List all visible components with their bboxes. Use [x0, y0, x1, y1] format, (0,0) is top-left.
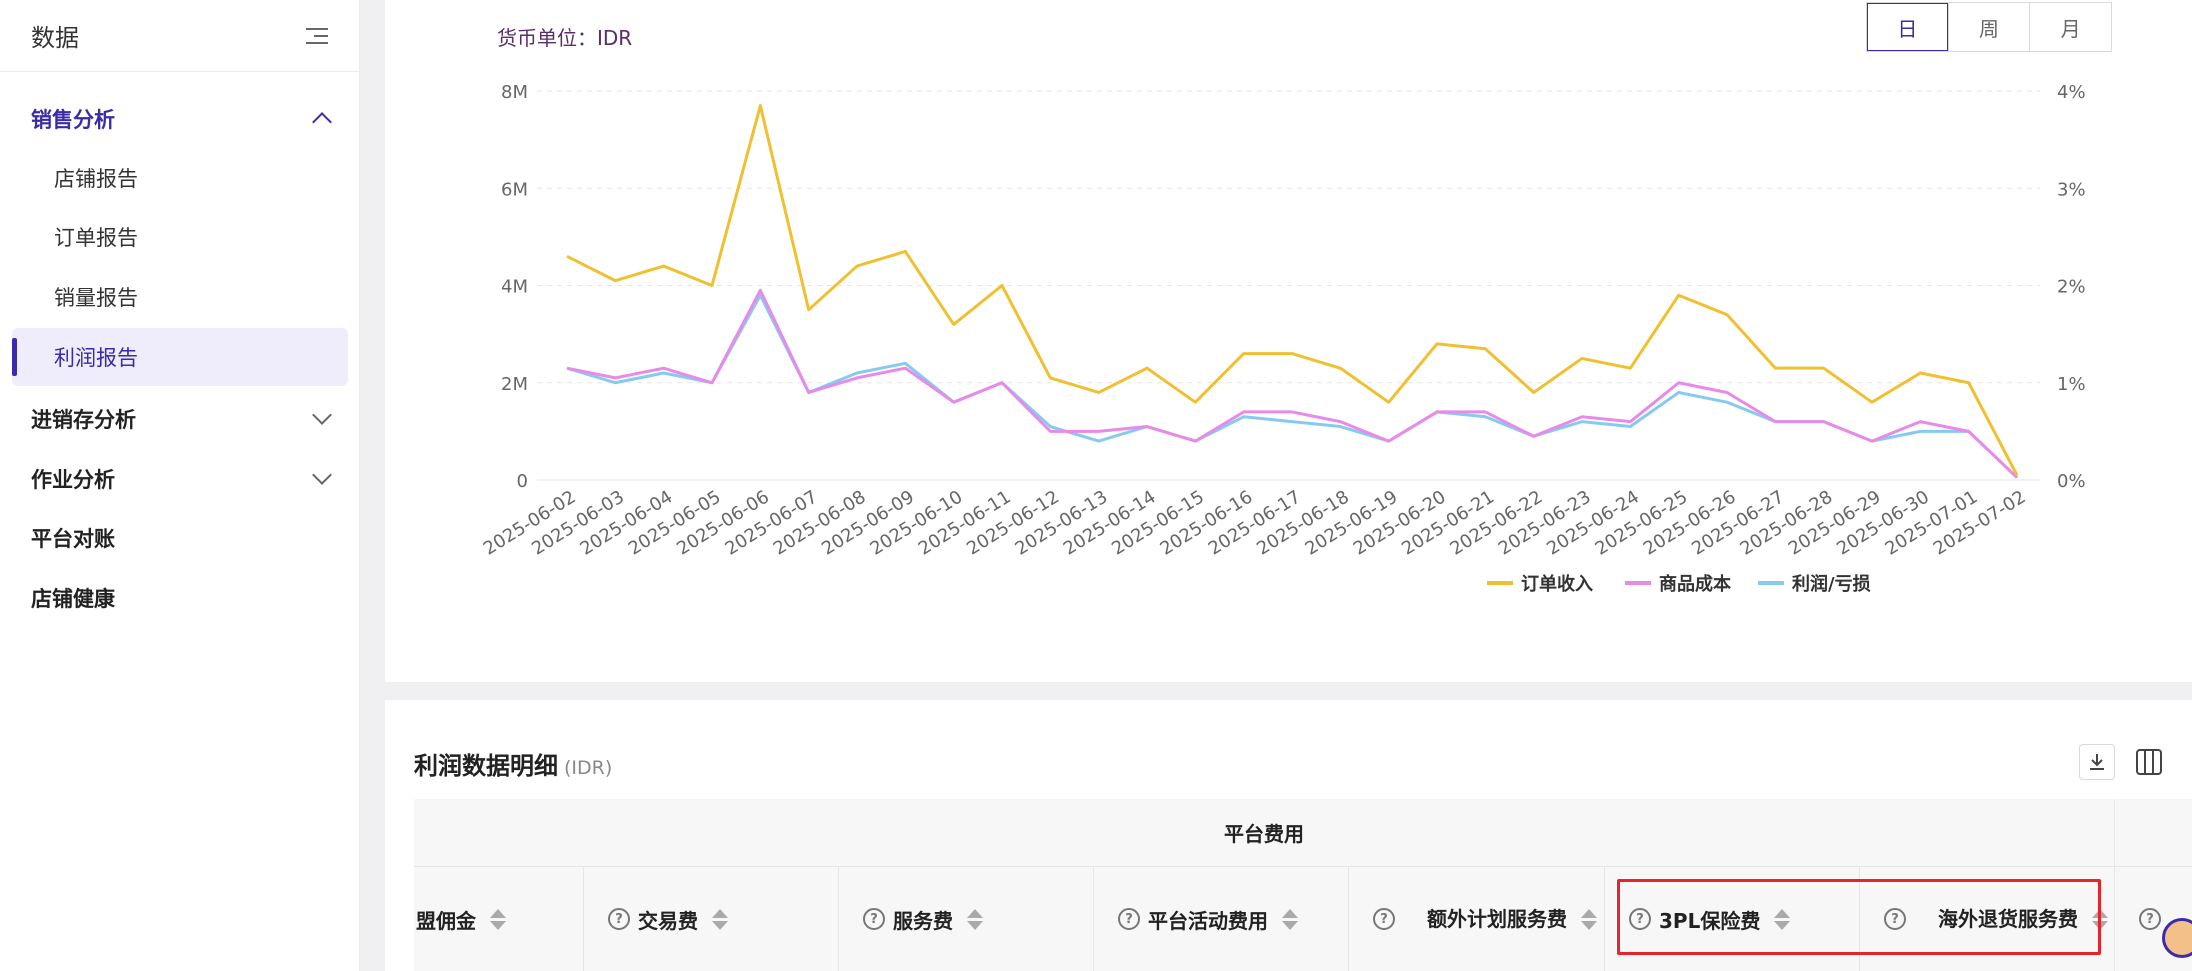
sidebar-group-label: 平台对账 [31, 527, 115, 551]
tab-week[interactable]: 周 [1947, 3, 2030, 51]
sidebar: 数据 销售分析 店铺报告 订单报告 销量报告 利润报告 进销存分析 作业分析 平… [0, 0, 360, 971]
legend-label: 商品成本 [1659, 573, 1731, 595]
help-icon[interactable]: ? [1629, 908, 1651, 930]
group-header-next [2115, 799, 2192, 867]
y-tick-label: 4M [501, 277, 528, 298]
series-line [566, 104, 2019, 476]
profit-table: 平台费用 盟佣金 ? 交易费 ? 服务费 ? 平台活动费用 ? 额外计划服务费 … [414, 799, 2192, 971]
download-icon [2090, 754, 2104, 770]
col-header-overseas-return-fee[interactable]: ? 海外退货服务费 [1860, 867, 2115, 971]
y2-tick-label: 4% [2057, 82, 2086, 103]
y-tick-label: 0 [517, 471, 528, 492]
profit-detail-card: 利润数据明细 (IDR) 平台费用 盟佣金 ? 交易费 ? 服务费 ? 平台活动费… [385, 700, 2192, 971]
sidebar-group-label: 销售分析 [31, 108, 115, 132]
sidebar-header: 数据 [0, 0, 359, 72]
col-header-3pl-insurance-fee[interactable]: ? 3PL保险费 [1605, 867, 1860, 971]
sidebar-item-volume-report[interactable]: 销量报告 [12, 268, 348, 326]
sidebar-item-label: 店铺报告 [54, 167, 138, 191]
col-header-label: 平台活动费用 [1148, 908, 1268, 933]
sidebar-item-label: 销量报告 [54, 286, 138, 310]
chart-card: 货币单位：IDR 日 周 月 0 0% 2M 1% 4M 2% 6M 3% 8M 4% 2025-0… [385, 0, 2192, 682]
sort-icon[interactable] [490, 908, 506, 930]
tab-month[interactable]: 月 [2029, 3, 2111, 51]
col-header-label: 交易费 [638, 908, 698, 933]
sort-icon[interactable] [712, 908, 728, 930]
sidebar-item-order-report[interactable]: 订单报告 [12, 208, 348, 266]
collapse-menu-icon[interactable] [302, 23, 328, 49]
col-header-label: 3PL保险费 [1659, 908, 1761, 933]
chevron-up-icon [312, 112, 332, 132]
sidebar-group-operation-analysis[interactable]: 作业分析 [0, 451, 360, 507]
col-header-service-fee[interactable]: ? 服务费 [839, 867, 1094, 971]
sidebar-group-platform-reconciliation[interactable]: 平台对账 [0, 510, 360, 566]
y-tick-label: 6M [501, 179, 528, 200]
chevron-down-icon [312, 405, 332, 425]
detail-unit: (IDR) [564, 757, 613, 779]
avatar[interactable] [2162, 918, 2192, 958]
help-icon[interactable]: ? [1373, 908, 1395, 930]
col-header-next[interactable]: ? [2115, 867, 2192, 971]
series-line [566, 288, 2019, 479]
sidebar-title: 数据 [31, 24, 79, 52]
y-tick-label: 2M [501, 374, 528, 395]
sort-icon[interactable] [967, 908, 983, 930]
currency-label: 货币单位：IDR [497, 26, 633, 50]
sidebar-group-label: 店铺健康 [31, 587, 115, 611]
sort-icon[interactable] [1282, 908, 1298, 930]
tab-day[interactable]: 日 [1867, 3, 1948, 51]
col-header-extra-program-fee[interactable]: ? 额外计划服务费 [1349, 867, 1605, 971]
y2-tick-label: 3% [2057, 179, 2086, 200]
sidebar-group-label: 进销存分析 [31, 408, 136, 432]
help-icon[interactable]: ? [863, 908, 885, 930]
y2-tick-label: 0% [2057, 471, 2086, 492]
help-icon[interactable]: ? [1884, 908, 1906, 930]
sidebar-group-label: 作业分析 [31, 468, 115, 492]
column-settings-button[interactable] [2131, 744, 2167, 780]
sidebar-group-inventory-analysis[interactable]: 进销存分析 [0, 391, 360, 447]
legend-label: 利润/亏损 [1792, 573, 1871, 595]
sidebar-item-label: 利润报告 [54, 346, 138, 370]
sort-icon[interactable] [2092, 908, 2108, 930]
help-icon[interactable]: ? [2139, 908, 2161, 930]
download-button[interactable] [2079, 744, 2115, 780]
group-header-platform-fees: 平台费用 [414, 799, 2115, 867]
detail-title-text: 利润数据明细 [414, 752, 558, 780]
sort-icon[interactable] [1581, 908, 1597, 930]
help-icon[interactable]: ? [608, 908, 630, 930]
col-header-label: 服务费 [893, 908, 953, 933]
col-header-label: 盟佣金 [416, 908, 476, 933]
detail-title: 利润数据明细 (IDR) [414, 746, 612, 781]
col-header-label: 额外计划服务费 [1427, 907, 1567, 931]
sidebar-item-profit-report[interactable]: 利润报告 [12, 328, 348, 386]
series-line [566, 293, 2019, 479]
help-icon[interactable]: ? [1118, 908, 1140, 930]
sidebar-group-store-health[interactable]: 店铺健康 [0, 570, 360, 626]
profit-line-chart: 0 0%2M 1%4M 2%6M 3%8M 4%2025-06-022025-06-032… [480, 82, 2086, 595]
y2-tick-label: 2% [2057, 277, 2086, 298]
chevron-down-icon [312, 465, 332, 485]
col-header-transaction-fee[interactable]: ? 交易费 [584, 867, 839, 971]
sidebar-item-store-report[interactable]: 店铺报告 [12, 149, 348, 207]
y2-tick-label: 1% [2057, 374, 2086, 395]
columns-icon [2136, 749, 2162, 775]
col-header-platform-campaign-fee[interactable]: ? 平台活动费用 [1094, 867, 1349, 971]
sort-icon[interactable] [1774, 908, 1791, 930]
col-header-commission[interactable]: 盟佣金 [414, 867, 584, 971]
legend-label: 订单收入 [1521, 573, 1593, 595]
sidebar-item-label: 订单报告 [54, 226, 138, 250]
col-header-label: 海外退货服务费 [1938, 907, 2078, 931]
period-toggle: 日 周 月 [1866, 2, 2112, 52]
sidebar-group-sales-analysis[interactable]: 销售分析 [0, 91, 360, 147]
y-tick-label: 8M [501, 82, 528, 103]
